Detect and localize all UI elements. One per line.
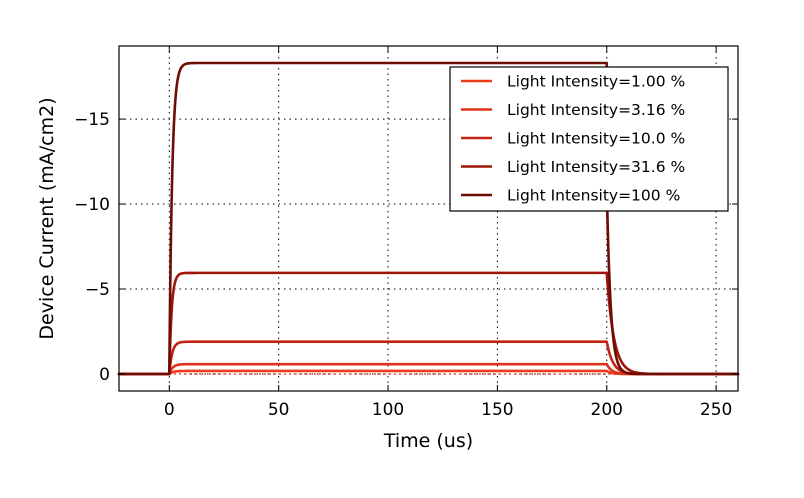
series-group bbox=[117, 61, 740, 376]
legend-label: Light Intensity=10.0 % bbox=[507, 130, 685, 148]
x-tick-label: 0 bbox=[164, 400, 175, 420]
legend-label: Light Intensity=3.16 % bbox=[507, 101, 685, 119]
legend-label: Light Intensity=100 % bbox=[507, 187, 680, 205]
legend: Light Intensity=1.00 % Light Intensity=3.… bbox=[449, 66, 729, 212]
x-tick-label: 200 bbox=[591, 400, 623, 420]
y-tick-label: −5 bbox=[85, 280, 110, 300]
y-tick-label: −10 bbox=[74, 195, 110, 215]
y-tick-labels: 0 −5 −10 −15 bbox=[74, 110, 110, 385]
plot-frame bbox=[118, 45, 739, 392]
x-tick-label: 50 bbox=[268, 400, 290, 420]
y-tick-label: −15 bbox=[74, 110, 110, 130]
x-tick-label: 250 bbox=[700, 400, 732, 420]
x-tick-labels: 0 50 100 150 200 250 bbox=[164, 400, 732, 420]
y-tick-label: 0 bbox=[99, 365, 110, 385]
series-line-5 bbox=[117, 61, 740, 376]
ticks bbox=[119, 46, 738, 391]
x-tick-label: 100 bbox=[372, 400, 404, 420]
legend-label: Light Intensity=1.00 % bbox=[507, 73, 685, 91]
x-tick-label: 150 bbox=[481, 400, 513, 420]
y-axis-label: Device Current (mA/cm2) bbox=[36, 97, 58, 339]
x-axis-label: Time (us) bbox=[383, 430, 473, 452]
legend-label: Light Intensity=31.6 % bbox=[507, 158, 685, 176]
legend-box bbox=[449, 66, 729, 212]
